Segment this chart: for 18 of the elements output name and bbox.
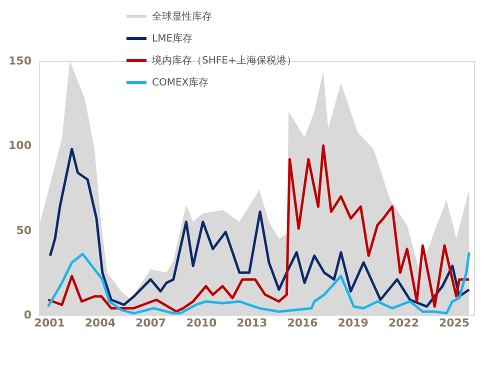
y-tick-label: 0: [24, 308, 32, 322]
x-tick-label: 2019: [338, 316, 368, 330]
x-tick-label: 2013: [236, 316, 268, 330]
line-series: [46, 251, 470, 315]
y-tick-label: 100: [8, 139, 32, 152]
x-tick-label: 2004: [84, 316, 116, 330]
x-tick-label: 2022: [388, 316, 419, 330]
legend-label: 全球显性库存: [152, 10, 212, 22]
x-tick-label: 2010: [186, 316, 218, 330]
x-tick-label: 2007: [135, 316, 166, 330]
x-tick-label: 2001: [34, 316, 65, 330]
y-tick-label: 150: [8, 54, 32, 68]
legend-label: COMEX库存: [152, 76, 209, 88]
x-tick-label: 2016: [287, 316, 318, 330]
legend-label: 境内库存（SHFE+上海保税港）: [151, 54, 296, 66]
legend-label: LME库存: [152, 32, 193, 44]
x-tick-label: 2025: [438, 316, 470, 330]
y-tick-label: 50: [16, 224, 32, 237]
